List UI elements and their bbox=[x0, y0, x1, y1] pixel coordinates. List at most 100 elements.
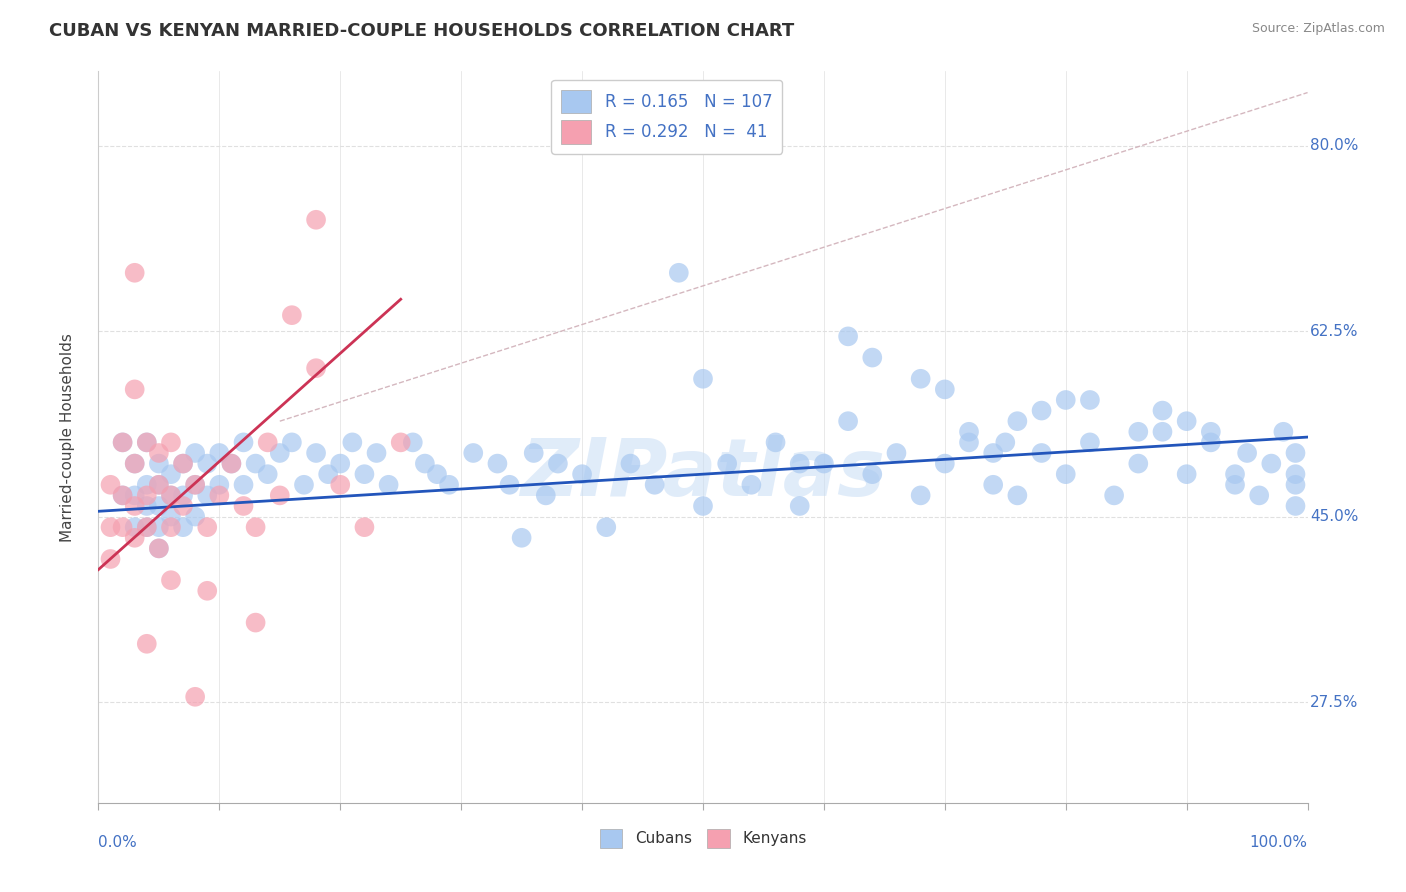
Point bbox=[1031, 446, 1053, 460]
Text: 80.0%: 80.0% bbox=[1310, 138, 1358, 153]
Point bbox=[135, 499, 157, 513]
Point bbox=[172, 457, 194, 471]
Point bbox=[1152, 403, 1174, 417]
Point bbox=[957, 435, 980, 450]
Point bbox=[281, 435, 304, 450]
Point bbox=[100, 477, 122, 491]
Point bbox=[837, 414, 859, 428]
Point bbox=[934, 457, 956, 471]
Point bbox=[837, 329, 859, 343]
Point bbox=[245, 615, 267, 630]
Point bbox=[148, 541, 170, 556]
Point bbox=[910, 372, 932, 386]
Point bbox=[692, 372, 714, 386]
Point bbox=[148, 446, 170, 460]
Point bbox=[1054, 392, 1077, 407]
Point bbox=[353, 467, 375, 482]
Point bbox=[305, 446, 328, 460]
Point bbox=[111, 435, 134, 450]
Point bbox=[342, 435, 364, 450]
Point bbox=[534, 488, 557, 502]
Point bbox=[135, 520, 157, 534]
Point bbox=[232, 499, 254, 513]
Point bbox=[124, 531, 146, 545]
Point bbox=[195, 488, 218, 502]
Point bbox=[1152, 425, 1174, 439]
Point bbox=[232, 435, 254, 450]
Text: 45.0%: 45.0% bbox=[1310, 509, 1358, 524]
Point bbox=[1078, 392, 1101, 407]
Point bbox=[245, 520, 267, 534]
Point bbox=[934, 383, 956, 397]
Point bbox=[1078, 435, 1101, 450]
Point bbox=[124, 457, 146, 471]
Point bbox=[716, 457, 738, 471]
Point bbox=[886, 446, 908, 460]
Point bbox=[619, 457, 641, 471]
Text: 100.0%: 100.0% bbox=[1250, 835, 1308, 850]
Point bbox=[232, 477, 254, 491]
Point bbox=[269, 488, 291, 502]
Point bbox=[124, 499, 146, 513]
Point bbox=[148, 477, 170, 491]
Point bbox=[195, 520, 218, 534]
Point bbox=[1284, 499, 1306, 513]
Text: 0.0%: 0.0% bbox=[98, 835, 138, 850]
Point bbox=[148, 499, 170, 513]
Point bbox=[1199, 435, 1222, 450]
Point bbox=[1007, 488, 1029, 502]
Point bbox=[1236, 446, 1258, 460]
Point bbox=[1284, 446, 1306, 460]
Point bbox=[221, 457, 243, 471]
Point bbox=[292, 477, 315, 491]
Point bbox=[1175, 414, 1198, 428]
Point bbox=[1007, 414, 1029, 428]
Point bbox=[329, 457, 352, 471]
Point bbox=[1249, 488, 1271, 502]
Point bbox=[184, 690, 207, 704]
Point bbox=[860, 467, 883, 482]
Text: 27.5%: 27.5% bbox=[1310, 695, 1358, 710]
Point bbox=[389, 435, 412, 450]
Point bbox=[789, 499, 811, 513]
Point bbox=[208, 446, 231, 460]
Point bbox=[245, 457, 267, 471]
Point bbox=[111, 435, 134, 450]
Point bbox=[329, 477, 352, 491]
Point bbox=[981, 446, 1004, 460]
Point bbox=[172, 499, 194, 513]
Point bbox=[148, 520, 170, 534]
Point bbox=[316, 467, 339, 482]
Point bbox=[160, 435, 183, 450]
Point bbox=[100, 520, 122, 534]
Point bbox=[148, 541, 170, 556]
Point bbox=[135, 520, 157, 534]
Point bbox=[813, 457, 835, 471]
Point bbox=[1175, 467, 1198, 482]
Point bbox=[402, 435, 425, 450]
Point bbox=[789, 457, 811, 471]
Point bbox=[208, 477, 231, 491]
Point bbox=[668, 266, 690, 280]
Point bbox=[135, 435, 157, 450]
Point bbox=[160, 509, 183, 524]
Point bbox=[124, 383, 146, 397]
Point bbox=[510, 531, 533, 545]
Point bbox=[195, 583, 218, 598]
Point bbox=[426, 467, 449, 482]
Point bbox=[184, 509, 207, 524]
Point bbox=[124, 457, 146, 471]
Point bbox=[305, 212, 328, 227]
Point bbox=[353, 520, 375, 534]
Point bbox=[571, 467, 593, 482]
Point bbox=[135, 477, 157, 491]
Text: Source: ZipAtlas.com: Source: ZipAtlas.com bbox=[1251, 22, 1385, 36]
Y-axis label: Married-couple Households: Married-couple Households bbox=[60, 333, 75, 541]
Point bbox=[692, 499, 714, 513]
Point bbox=[1199, 425, 1222, 439]
Point bbox=[124, 266, 146, 280]
Point bbox=[160, 573, 183, 587]
Point bbox=[256, 435, 278, 450]
Point bbox=[1223, 477, 1246, 491]
Point bbox=[305, 361, 328, 376]
